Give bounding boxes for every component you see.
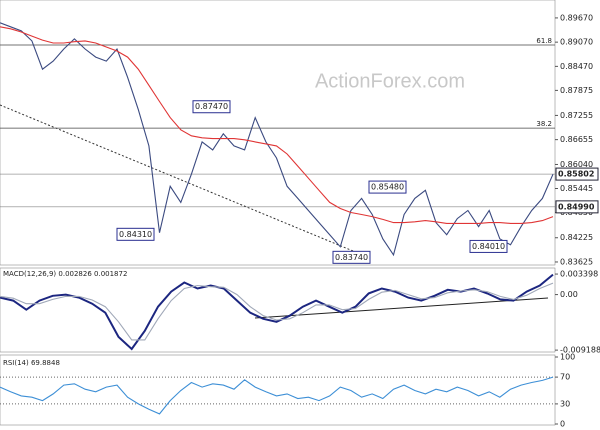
- y-tick-label: 0.87875: [560, 86, 593, 95]
- annotation-box: [192, 100, 231, 114]
- macd-trend-line: [254, 297, 549, 319]
- y-tick-label: 0.89670: [560, 13, 593, 22]
- price-box-label: 0.85802: [558, 170, 594, 179]
- level-label: 38.2: [536, 120, 552, 128]
- annotation-label: 0.84010: [472, 242, 505, 251]
- y-tick-label: 0.86040: [560, 160, 593, 169]
- y-tick-label: 0.83625: [560, 257, 593, 266]
- y-tick-label: 0.003398: [560, 270, 598, 279]
- macd-panel: [0, 267, 556, 353]
- y-tick-label: -0.009188: [560, 346, 600, 355]
- annotation-label: 0.84310: [119, 230, 152, 239]
- trend-line: [0, 104, 371, 259]
- y-tick-label: 70: [560, 373, 570, 382]
- panel-title: MACD(12,26,9) 0.002826 0.001872: [3, 270, 127, 278]
- price-box: [555, 200, 599, 214]
- series-line: [0, 273, 554, 351]
- annotation-label: 0.83740: [335, 253, 368, 262]
- series-line: [0, 22, 554, 257]
- y-tick-label: 30: [560, 399, 570, 408]
- y-tick-label: 0.88470: [560, 62, 593, 71]
- watermark: ActionForex.com: [315, 70, 465, 92]
- annotation-box: [116, 227, 155, 241]
- annotation-box: [469, 239, 508, 253]
- y-tick-label: 0.86655: [560, 135, 593, 144]
- y-tick-label: 0.87255: [560, 111, 593, 120]
- series-line: [0, 282, 554, 341]
- y-tick-label: 0.84225: [560, 233, 593, 242]
- price-box: [555, 167, 599, 181]
- y-tick-label: 0: [560, 420, 565, 429]
- level-label: 61.8: [536, 37, 552, 45]
- y-tick-label: 100: [560, 353, 575, 362]
- annotation-label: 0.85480: [371, 183, 404, 192]
- annotation-box: [368, 180, 407, 194]
- rsi-panel: [0, 354, 556, 426]
- series-line: [0, 376, 554, 415]
- y-tick-label: 0.89070: [560, 38, 593, 47]
- annotation-label: 0.87470: [195, 102, 228, 111]
- panel-title: RSI(14) 69.8848: [3, 359, 60, 367]
- y-tick-label: 0.00: [560, 290, 578, 299]
- price-box-label: 0.84990: [558, 202, 595, 211]
- annotation-box: [332, 250, 371, 264]
- y-tick-label: 0.85445: [560, 184, 593, 193]
- series-line: [0, 26, 554, 224]
- price-panel: [0, 0, 556, 266]
